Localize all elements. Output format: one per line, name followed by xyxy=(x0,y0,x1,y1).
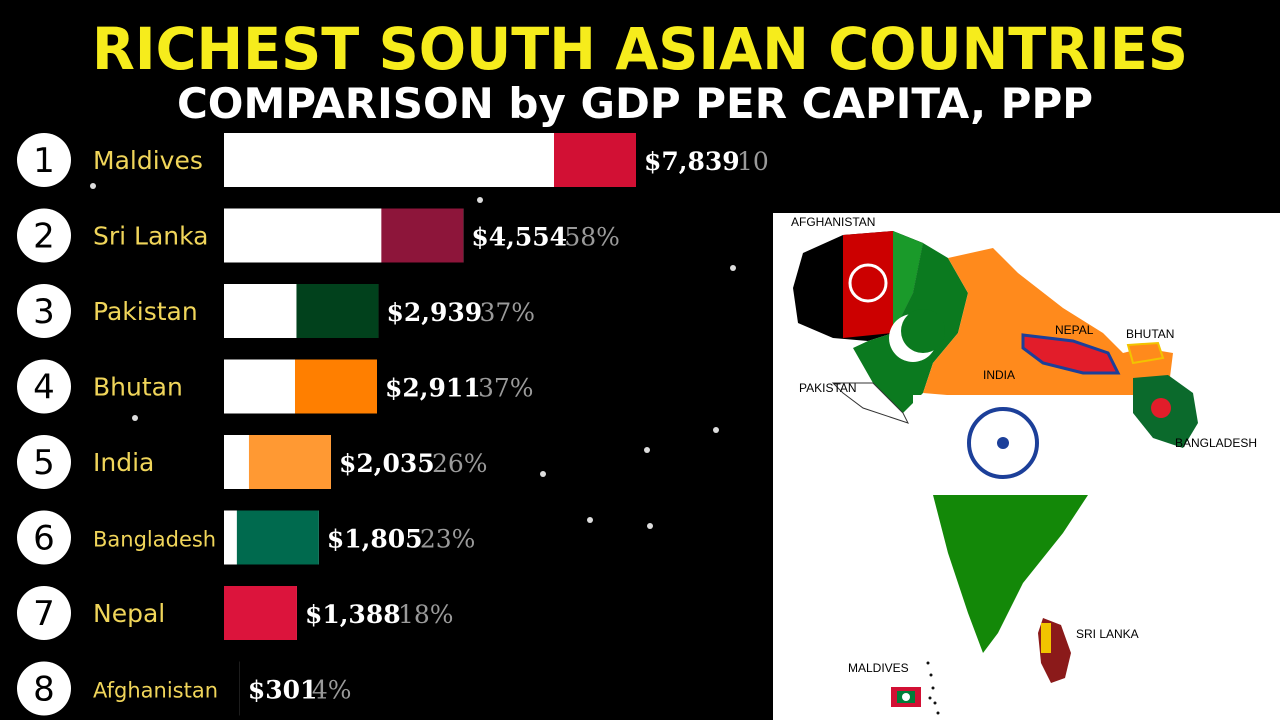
rank-badge xyxy=(17,133,71,187)
map-label-bangladesh: BANGLADESH xyxy=(1175,436,1258,450)
map-label-afghanistan: AFGHANISTAN xyxy=(791,215,876,229)
bar-flag xyxy=(224,661,240,716)
map-label-india: INDIA xyxy=(983,368,1016,382)
map-graphic xyxy=(793,231,1198,715)
south-asia-map: AFGHANISTAN PAKISTAN NEPAL BHUTAN INDIA … xyxy=(773,213,1280,720)
map-label-pakistan: PAKISTAN xyxy=(799,381,857,395)
rank-badge xyxy=(17,661,71,716)
bar-flag xyxy=(554,133,636,187)
rank-badge xyxy=(17,208,71,263)
background-star xyxy=(647,523,653,529)
value-label: $2,939 xyxy=(386,298,482,327)
map-label-sri-lanka: SRI LANKA xyxy=(1076,627,1139,641)
percent-label: 37% xyxy=(478,374,534,403)
background-star xyxy=(730,265,736,271)
percent-label: 18% xyxy=(398,600,454,629)
bar-flag xyxy=(381,208,464,263)
rank-number: 4 xyxy=(33,368,55,408)
background-star xyxy=(644,447,650,453)
rank-number: 5 xyxy=(33,443,55,483)
value-label: $7,839 xyxy=(644,147,740,176)
country-label: India xyxy=(93,448,154,477)
rank-number: 8 xyxy=(33,670,55,710)
rank-badge xyxy=(17,435,71,489)
value-label: $301 xyxy=(248,676,318,705)
country-label: Bangladesh xyxy=(93,528,216,552)
rank-number: 3 xyxy=(33,292,55,332)
country-label: Bhutan xyxy=(93,373,183,402)
percent-label: 4% xyxy=(312,676,352,705)
percent-label: 58% xyxy=(564,223,620,252)
country-label: Nepal xyxy=(93,599,165,628)
country-label: Pakistan xyxy=(93,297,198,326)
rank-badge xyxy=(17,359,71,414)
sri-lanka-map-region xyxy=(1038,618,1071,683)
background-star xyxy=(132,415,138,421)
pakistan-map-region xyxy=(831,243,968,424)
bar-flag xyxy=(248,435,331,489)
chart-title: RICHEST SOUTH ASIAN COUNTRIES xyxy=(92,15,1188,83)
country-label: Afghanistan xyxy=(93,679,218,703)
background-star xyxy=(540,471,546,477)
rank-badge xyxy=(17,586,71,640)
rank-number: 1 xyxy=(33,141,55,181)
nepal-map-region xyxy=(1021,333,1121,375)
map-label-bhutan: BHUTAN xyxy=(1126,327,1175,341)
rank-badge xyxy=(17,284,71,338)
value-label: $4,554 xyxy=(471,223,567,252)
rank-badge xyxy=(17,510,71,565)
value-label: $1,805 xyxy=(327,525,423,554)
value-label: $2,911 xyxy=(385,374,481,403)
map-label-maldives: MALDIVES xyxy=(848,661,909,675)
background-star xyxy=(90,183,96,189)
maldives-map-region xyxy=(891,661,940,715)
bar-flag xyxy=(294,359,377,414)
bar-flag xyxy=(296,284,379,338)
background-star xyxy=(713,427,719,433)
bangladesh-map-region xyxy=(1133,375,1198,448)
chart-subtitle: COMPARISON by GDP PER CAPITA, PPP xyxy=(176,79,1094,128)
afghanistan-map-region xyxy=(793,231,923,341)
background-star xyxy=(587,517,593,523)
percent-label: 23% xyxy=(420,525,476,554)
bar-flag xyxy=(236,510,319,565)
country-label: Sri Lanka xyxy=(93,222,209,251)
bhutan-map-region xyxy=(1126,341,1165,365)
background-star xyxy=(477,197,483,203)
map-label-nepal: NEPAL xyxy=(1055,323,1094,337)
percent-label: 100% xyxy=(737,147,770,176)
country-label: Maldives xyxy=(93,146,203,175)
percent-label: 26% xyxy=(432,449,488,478)
rank-number: 7 xyxy=(33,594,55,634)
value-label: $1,388 xyxy=(305,600,401,629)
percent-label: 37% xyxy=(479,298,535,327)
rank-number: 6 xyxy=(33,519,55,559)
bar-flag xyxy=(224,586,297,640)
rank-number: 2 xyxy=(33,217,55,257)
value-label: $2,035 xyxy=(339,449,435,478)
